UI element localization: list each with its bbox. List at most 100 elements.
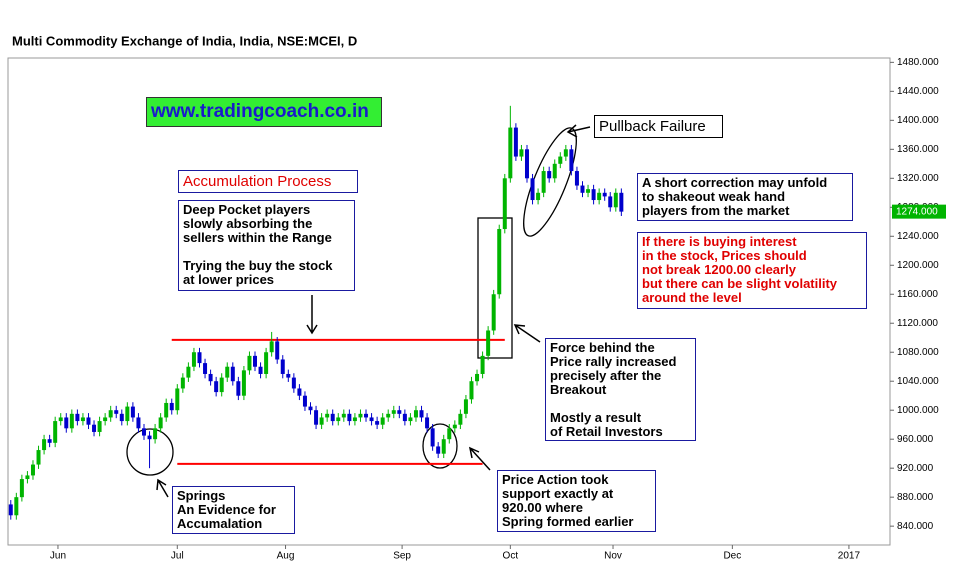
y-tick-label: 1120.000 <box>897 318 938 329</box>
candle-body <box>425 417 430 429</box>
x-tick-label: Jul <box>171 551 184 562</box>
candle-body <box>53 421 58 443</box>
candle-body <box>164 402 169 418</box>
y-tick-label: 880.000 <box>897 492 934 503</box>
candle-body <box>253 355 258 367</box>
x-tick-label: Dec <box>723 551 741 562</box>
candle-body <box>486 330 491 356</box>
candle-body <box>280 359 285 374</box>
candle-body <box>208 373 213 382</box>
candle-body <box>469 381 474 400</box>
annotation-line: Springs <box>177 488 226 503</box>
candle-body <box>325 413 330 418</box>
candle-body <box>141 428 146 436</box>
candle-body <box>197 352 202 364</box>
candle-body <box>42 439 47 451</box>
annotation: Pullback Failure <box>594 115 723 138</box>
candle-body <box>302 395 307 407</box>
annotation-line: but there can be slight volatility <box>642 276 838 291</box>
candle-body <box>530 178 535 201</box>
y-tick-label: 1000.000 <box>897 405 939 416</box>
candle-body <box>364 413 369 418</box>
annotation: Price Action took support exactly at 920.0… <box>497 470 656 532</box>
annotation-line: players from the market <box>642 203 790 218</box>
candle-body <box>291 377 296 389</box>
candle-body <box>14 497 19 516</box>
candle-body <box>64 417 69 429</box>
y-tick-label: 1200.000 <box>897 260 939 271</box>
annotation-line: to shakeout weak hand <box>642 189 786 204</box>
candle-body <box>269 341 274 353</box>
x-tick-label: Aug <box>277 551 295 562</box>
candle-body <box>186 366 191 378</box>
candle-body <box>413 410 418 418</box>
x-tick-label: 2017 <box>838 551 861 562</box>
candle-body <box>380 417 385 425</box>
candle-body <box>275 341 280 360</box>
candle-body <box>158 417 163 429</box>
annotation-line: Spring formed earlier <box>502 514 634 529</box>
candle-body <box>519 149 524 157</box>
candle-body <box>214 381 219 393</box>
candle-body <box>358 413 363 418</box>
candle-body <box>258 366 263 374</box>
y-tick-label: 920.000 <box>897 463 934 474</box>
candle-body <box>19 479 24 498</box>
candle-body <box>130 406 135 418</box>
circle <box>422 423 458 469</box>
candle-body <box>225 366 230 378</box>
y-tick-label: 1080.000 <box>897 347 939 358</box>
candle-body <box>591 189 596 201</box>
candle-body <box>219 377 224 393</box>
annotation: Accumulation Process <box>178 170 358 193</box>
arrow <box>156 478 169 498</box>
candle-body <box>491 294 496 331</box>
annotation-line: If there is buying interest <box>642 234 797 249</box>
candle-body <box>308 406 313 411</box>
annotation-shapes <box>126 124 591 498</box>
candle-body <box>103 417 108 422</box>
candle-body <box>297 388 302 396</box>
annotation-line: Price rally increased <box>550 354 677 369</box>
circle <box>126 428 174 476</box>
annotation-line: slowly absorbing the <box>183 216 313 231</box>
candle-body <box>597 192 602 201</box>
last-price-tag <box>892 204 946 219</box>
candle-body <box>147 435 152 440</box>
candle-body <box>463 399 468 414</box>
annotation: A short correction may unfold to shakeout… <box>637 173 853 221</box>
candle-body <box>480 355 485 374</box>
y-tick-label: 1360.000 <box>897 144 939 155</box>
candle-body <box>286 373 291 378</box>
chart-title: Multi Commodity Exchange of India, India… <box>12 33 357 48</box>
candle-body <box>452 424 457 429</box>
candle-body <box>241 370 246 396</box>
y-tick-label: 960.000 <box>897 434 934 445</box>
y-tick-label: 1480.000 <box>897 57 939 68</box>
candle-body <box>330 413 335 422</box>
candle-body <box>319 417 324 425</box>
x-tick-label: Jun <box>50 551 66 562</box>
x-tick-label: Sep <box>393 551 411 562</box>
candle-body <box>352 417 357 422</box>
candle-body <box>524 149 529 179</box>
x-tick-label: Nov <box>604 551 622 562</box>
candle-body <box>108 410 113 418</box>
candle-body <box>402 413 407 422</box>
candle-body <box>369 417 374 422</box>
candle-body <box>497 229 502 295</box>
candle-body <box>264 352 269 374</box>
candle-body <box>619 192 624 212</box>
annotation-line: at lower prices <box>183 272 275 287</box>
candle-body <box>25 475 30 480</box>
annotation-line: 920.00 where <box>502 500 583 515</box>
candle-body <box>114 410 119 414</box>
candle-body <box>547 171 552 179</box>
annotation-line: not break 1200.00 clearly <box>642 262 796 277</box>
candle-body <box>119 413 124 422</box>
candle-body <box>558 156 563 164</box>
candle-body <box>47 439 52 443</box>
annotation-line: support exactly at <box>502 486 614 501</box>
annotation-line: Trying the buy the stock <box>183 258 333 273</box>
candle-body <box>475 373 480 382</box>
